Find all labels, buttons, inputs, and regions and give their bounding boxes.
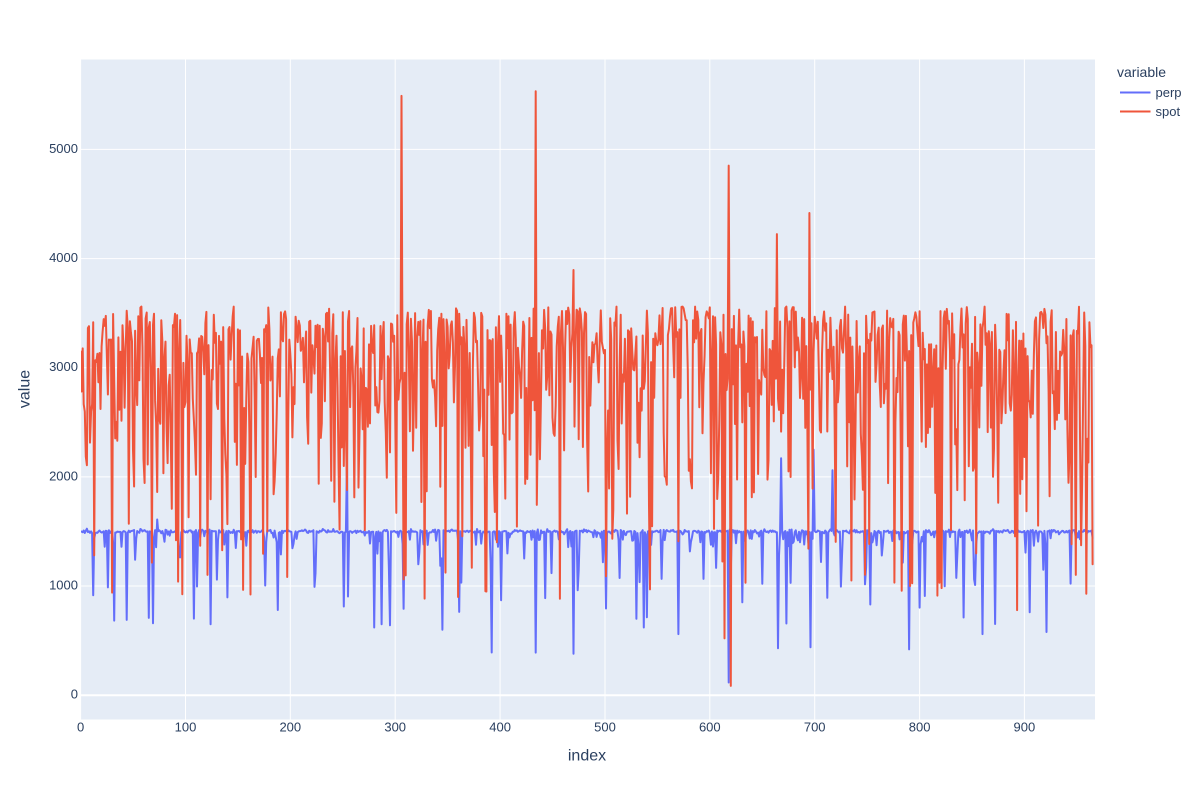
svg-text:900: 900 [1014,720,1036,735]
svg-text:variable: variable [1117,64,1166,80]
svg-text:0: 0 [71,687,78,702]
svg-text:100: 100 [175,720,197,735]
svg-text:value: value [17,370,34,408]
svg-text:3000: 3000 [49,359,78,374]
svg-text:perp: perp [1156,85,1182,100]
svg-text:600: 600 [699,720,721,735]
svg-text:1000: 1000 [49,577,78,592]
svg-text:4000: 4000 [49,250,78,265]
svg-text:800: 800 [909,720,931,735]
svg-text:700: 700 [804,720,826,735]
svg-text:200: 200 [279,720,301,735]
svg-text:0: 0 [77,720,84,735]
svg-text:5000: 5000 [49,141,78,156]
svg-text:300: 300 [384,720,406,735]
svg-text:index: index [568,747,606,764]
svg-text:2000: 2000 [49,468,78,483]
svg-text:400: 400 [489,720,511,735]
svg-text:spot: spot [1156,104,1181,119]
svg-text:500: 500 [594,720,616,735]
